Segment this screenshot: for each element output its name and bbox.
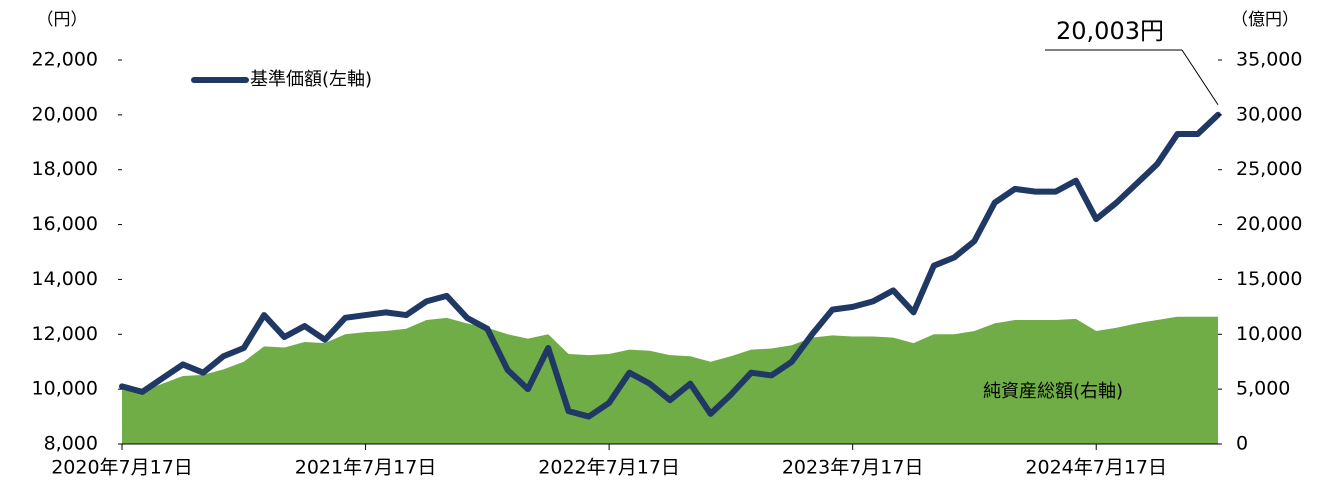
annotation: 20,003円: [1056, 17, 1164, 45]
y-tick-label: 20,000: [32, 103, 98, 125]
x-tick-label: 2023年7月17日: [782, 457, 924, 479]
y-tick-label: 8,000: [44, 433, 98, 455]
y-tick-label: 10,000: [32, 378, 98, 400]
y-tick-label: 22,000: [32, 49, 98, 71]
y2-tick-label: 5,000: [1236, 378, 1290, 400]
x-tick-label: 2020年7月17日: [51, 457, 193, 479]
x-tick-label: 2024年7月17日: [1025, 457, 1167, 479]
legend-label: 基準価額(左軸): [250, 69, 372, 90]
annotation-leader: [1181, 49, 1219, 106]
y2-tick-label: 25,000: [1236, 158, 1302, 180]
y2-tick-label: 15,000: [1236, 268, 1302, 290]
y-tick-label: 18,000: [32, 158, 98, 180]
area-label: 純資産総額(右軸): [983, 381, 1123, 402]
y-unit-label: （円）: [37, 10, 88, 30]
y2-tick-label: 10,000: [1236, 323, 1302, 345]
x-tick-label: 2021年7月17日: [295, 457, 437, 479]
line: [119, 111, 1221, 420]
y-tick-label: 14,000: [32, 268, 98, 290]
y2-tick-label: 30,000: [1236, 103, 1302, 125]
x-tick-label: 2022年7月17日: [538, 457, 680, 479]
y2-tick-label: 0: [1236, 433, 1248, 455]
y-tick-label: 12,000: [32, 323, 98, 345]
area: [122, 316, 1218, 444]
y2-tick-label: 20,000: [1236, 213, 1302, 235]
y2-tick-label: 35,000: [1236, 49, 1302, 71]
y-tick-label: 16,000: [32, 213, 98, 235]
y2-unit-label: （億円）: [1231, 10, 1299, 30]
